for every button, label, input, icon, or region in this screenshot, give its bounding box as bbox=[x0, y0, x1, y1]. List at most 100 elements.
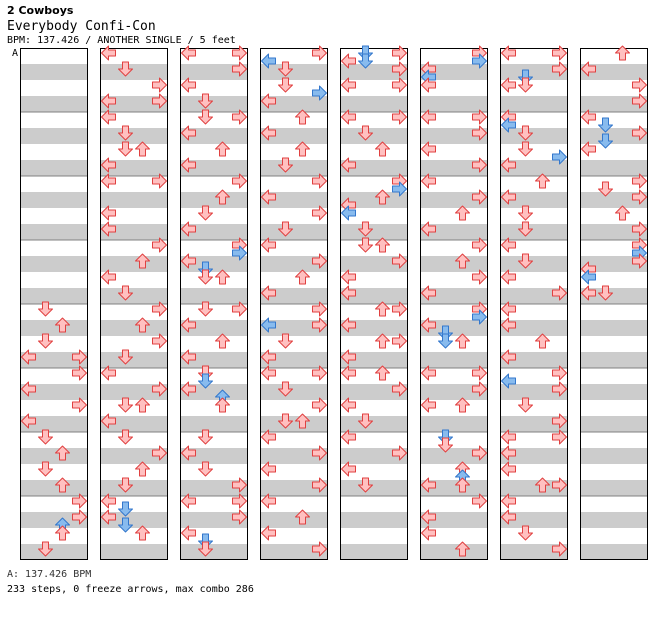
beat-stripe bbox=[340, 384, 408, 400]
right-arrow-icon bbox=[312, 253, 327, 269]
down-arrow-icon bbox=[198, 269, 213, 285]
left-arrow-icon bbox=[261, 429, 276, 445]
left-arrow-icon bbox=[101, 221, 116, 237]
beat-stripe bbox=[180, 128, 248, 144]
beat-stripe bbox=[100, 192, 168, 208]
down-arrow-icon bbox=[278, 333, 293, 349]
left-arrow-icon bbox=[421, 509, 436, 525]
beat-stripe bbox=[580, 320, 648, 336]
right-arrow-icon bbox=[472, 125, 487, 141]
down-arrow-icon bbox=[598, 181, 613, 197]
bpm-summary: A: 137.426 BPM bbox=[7, 569, 92, 580]
left-arrow-icon bbox=[341, 397, 356, 413]
left-arrow-icon bbox=[501, 373, 516, 389]
down-arrow-icon bbox=[198, 541, 213, 557]
left-arrow-icon bbox=[101, 269, 116, 285]
left-arrow-icon bbox=[501, 117, 516, 133]
right-arrow-icon bbox=[312, 397, 327, 413]
down-arrow-icon bbox=[358, 221, 373, 237]
left-arrow-icon bbox=[261, 349, 276, 365]
left-arrow-icon bbox=[181, 317, 196, 333]
up-arrow-icon bbox=[135, 461, 150, 477]
beat-stripe bbox=[580, 352, 648, 368]
column-border bbox=[580, 48, 648, 560]
left-arrow-icon bbox=[21, 349, 36, 365]
beat-stripe bbox=[580, 512, 648, 528]
beat-stripe bbox=[500, 384, 568, 400]
beat-stripe bbox=[180, 416, 248, 432]
right-arrow-icon bbox=[312, 301, 327, 317]
beat-stripe bbox=[580, 384, 648, 400]
right-arrow-icon bbox=[312, 477, 327, 493]
right-arrow-icon bbox=[72, 397, 87, 413]
beat-stripe bbox=[260, 288, 328, 304]
right-arrow-icon bbox=[552, 365, 567, 381]
up-arrow-icon bbox=[375, 237, 390, 253]
down-arrow-icon bbox=[118, 429, 133, 445]
right-arrow-icon bbox=[152, 301, 167, 317]
left-arrow-icon bbox=[21, 381, 36, 397]
left-arrow-icon bbox=[421, 173, 436, 189]
down-arrow-icon bbox=[598, 117, 613, 133]
down-arrow-icon bbox=[518, 205, 533, 221]
beat-stripe bbox=[100, 352, 168, 368]
up-arrow-icon bbox=[55, 477, 70, 493]
down-arrow-icon bbox=[38, 541, 53, 557]
left-arrow-icon bbox=[261, 365, 276, 381]
beat-stripe bbox=[100, 512, 168, 528]
down-arrow-icon bbox=[438, 437, 453, 453]
down-arrow-icon bbox=[198, 301, 213, 317]
left-arrow-icon bbox=[421, 317, 436, 333]
left-arrow-icon bbox=[581, 61, 596, 77]
right-arrow-icon bbox=[232, 301, 247, 317]
right-arrow-icon bbox=[392, 61, 407, 77]
beat-stripe bbox=[20, 160, 88, 176]
beat-stripe bbox=[100, 160, 168, 176]
beat-stripe bbox=[100, 288, 168, 304]
up-arrow-icon bbox=[375, 365, 390, 381]
up-arrow-icon bbox=[215, 141, 230, 157]
left-arrow-icon bbox=[181, 349, 196, 365]
left-arrow-icon bbox=[101, 205, 116, 221]
up-arrow-icon bbox=[535, 477, 550, 493]
up-arrow-icon bbox=[135, 253, 150, 269]
segment-label: A bbox=[12, 48, 19, 59]
beat-stripe bbox=[580, 416, 648, 432]
left-arrow-icon bbox=[341, 429, 356, 445]
left-arrow-icon bbox=[581, 141, 596, 157]
right-arrow-icon bbox=[472, 109, 487, 125]
beat-stripe bbox=[580, 160, 648, 176]
beat-stripe bbox=[100, 544, 168, 560]
left-arrow-icon bbox=[341, 317, 356, 333]
beat-stripe bbox=[260, 352, 328, 368]
beat-stripe bbox=[100, 64, 168, 80]
left-arrow-icon bbox=[181, 493, 196, 509]
left-arrow-icon bbox=[101, 45, 116, 61]
beat-stripe bbox=[20, 288, 88, 304]
up-arrow-icon bbox=[295, 109, 310, 125]
left-arrow-icon bbox=[101, 109, 116, 125]
beat-stripe bbox=[340, 320, 408, 336]
beat-stripe bbox=[100, 384, 168, 400]
left-arrow-icon bbox=[21, 413, 36, 429]
left-arrow-icon bbox=[421, 141, 436, 157]
right-arrow-icon bbox=[632, 189, 647, 205]
down-arrow-icon bbox=[278, 157, 293, 173]
right-arrow-icon bbox=[232, 477, 247, 493]
beat-stripe bbox=[420, 512, 488, 528]
up-arrow-icon bbox=[215, 189, 230, 205]
column-border bbox=[420, 48, 488, 560]
left-arrow-icon bbox=[261, 125, 276, 141]
up-arrow-icon bbox=[135, 141, 150, 157]
beat-stripe bbox=[580, 288, 648, 304]
down-arrow-icon bbox=[598, 133, 613, 149]
up-arrow-icon bbox=[375, 333, 390, 349]
left-arrow-icon bbox=[581, 269, 596, 285]
down-arrow-icon bbox=[518, 221, 533, 237]
right-arrow-icon bbox=[632, 221, 647, 237]
beat-stripe bbox=[20, 352, 88, 368]
beat-stripe bbox=[180, 288, 248, 304]
beat-stripe bbox=[580, 480, 648, 496]
beat-stripe bbox=[580, 128, 648, 144]
right-arrow-icon bbox=[632, 93, 647, 109]
